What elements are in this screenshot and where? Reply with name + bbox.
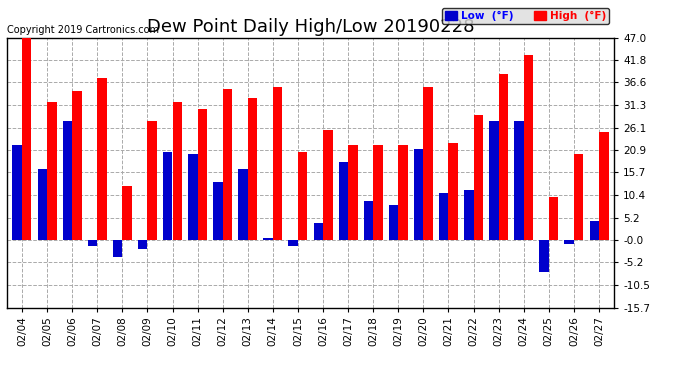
Bar [163,152,172,240]
Bar [348,145,357,240]
Bar [388,206,398,240]
Bar [47,102,57,240]
Bar [213,182,223,240]
Bar [323,130,333,240]
Bar [499,74,509,240]
Bar [22,38,32,240]
Bar [63,122,72,240]
Bar [248,98,257,240]
Bar [238,169,248,240]
Bar [138,240,148,249]
Bar [564,240,574,244]
Bar [599,132,609,240]
Bar [439,192,449,240]
Bar [589,220,599,240]
Bar [540,240,549,272]
Bar [448,143,458,240]
Bar [148,122,157,240]
Bar [264,238,273,240]
Bar [97,78,107,240]
Bar [549,197,558,240]
Bar [112,240,122,257]
Bar [524,55,533,240]
Bar [489,122,499,240]
Text: Copyright 2019 Cartronics.com: Copyright 2019 Cartronics.com [7,25,159,35]
Bar [298,152,308,240]
Bar [414,150,424,240]
Bar [188,154,197,240]
Bar [122,186,132,240]
Bar [514,122,524,240]
Bar [288,240,298,246]
Bar [197,108,207,240]
Bar [37,169,47,240]
Bar [464,190,473,240]
Bar [574,154,584,240]
Bar [273,87,282,240]
Bar [172,102,182,240]
Bar [223,89,233,240]
Bar [339,162,348,240]
Bar [364,201,373,240]
Bar [398,145,408,240]
Bar [12,145,22,240]
Bar [424,87,433,240]
Legend: Low  (°F), High  (°F): Low (°F), High (°F) [442,8,609,24]
Bar [88,240,97,246]
Title: Dew Point Daily High/Low 20190228: Dew Point Daily High/Low 20190228 [147,18,474,36]
Bar [72,92,81,240]
Bar [313,223,323,240]
Bar [473,115,483,240]
Bar [373,145,383,240]
